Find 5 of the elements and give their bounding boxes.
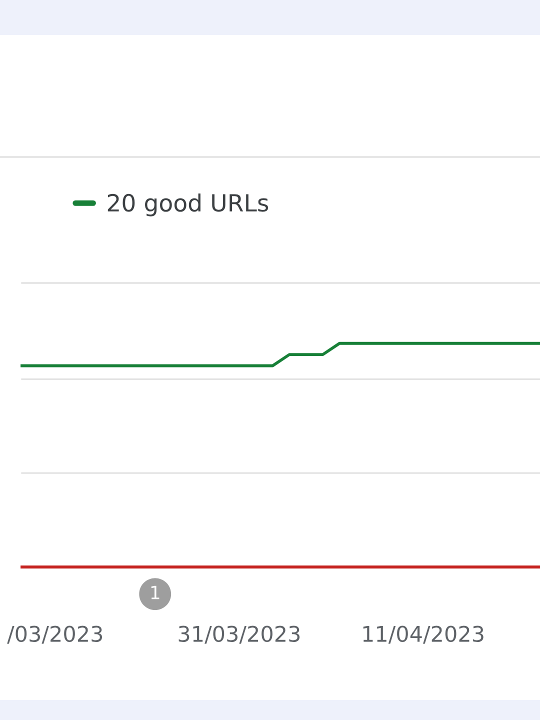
x-tick-label: /03/2023 — [7, 626, 102, 644]
legend-label: 20 good URLs — [108, 193, 268, 216]
x-tick-label: 11/04/2023 — [363, 626, 484, 644]
x-tick-label: 31/03/2023 — [178, 626, 300, 644]
text: 1 — [151, 586, 160, 600]
